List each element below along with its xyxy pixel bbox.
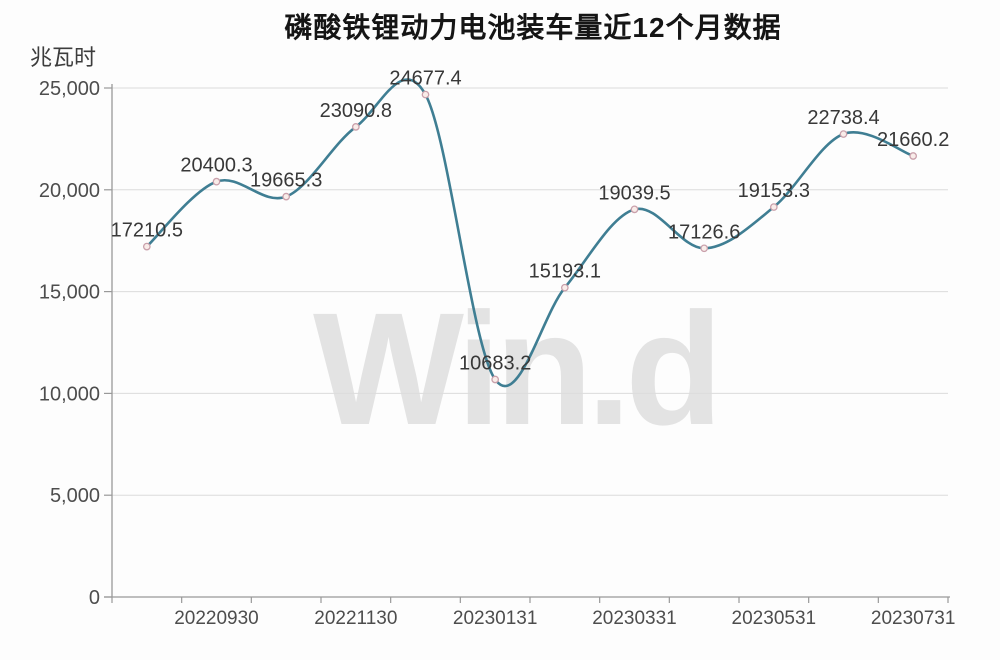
data-point-label: 15193.1: [529, 261, 601, 283]
data-point-label: 19153.3: [738, 180, 810, 202]
data-point-marker: [351, 123, 360, 131]
y-tick-label: 15,000: [39, 282, 100, 304]
x-tick-label: 20220930: [174, 608, 259, 629]
watermark: Win.d: [313, 279, 717, 458]
data-point-label: 19665.3: [250, 170, 322, 192]
data-point-label: 10683.2: [459, 352, 531, 374]
x-tick-label: 20221130: [314, 608, 397, 629]
data-point-marker: [909, 152, 918, 160]
data-point-marker: [560, 283, 569, 292]
data-point-marker: [769, 203, 778, 211]
x-tick-label: 20230531: [732, 608, 817, 629]
data-point-marker: [142, 242, 151, 251]
x-tick-label: 20230331: [592, 608, 677, 629]
y-tick-label: 5,000: [50, 485, 100, 507]
y-tick-label: 25,000: [39, 78, 100, 100]
data-point-label: 24677.4: [389, 68, 461, 90]
data-point-marker: [212, 177, 221, 186]
x-tick-label: 20230731: [871, 608, 956, 629]
data-point-marker: [700, 244, 709, 253]
y-axis-unit-label: 兆瓦时: [30, 45, 97, 70]
data-point-label: 19039.5: [598, 182, 670, 204]
data-point-label: 21660.2: [877, 129, 949, 151]
data-point-label: 17126.6: [668, 221, 740, 243]
y-tick-label: 0: [89, 587, 100, 609]
data-point-marker: [491, 375, 500, 384]
data-point-marker: [282, 192, 291, 201]
data-point-label: 17210.5: [111, 220, 183, 242]
data-point-marker: [839, 130, 848, 138]
x-tick-label: 20230131: [453, 608, 538, 629]
data-point-label: 23090.8: [320, 100, 392, 122]
data-point-label: 22738.4: [807, 107, 879, 129]
chart-title: 磷酸铁锂动力电池装车量近12个月数据: [284, 12, 782, 43]
data-point-marker: [630, 205, 639, 214]
y-tick-label: 20,000: [39, 180, 100, 202]
data-point-label: 20400.3: [180, 155, 252, 177]
y-tick-label: 10,000: [39, 383, 100, 405]
data-point-marker: [421, 90, 430, 99]
